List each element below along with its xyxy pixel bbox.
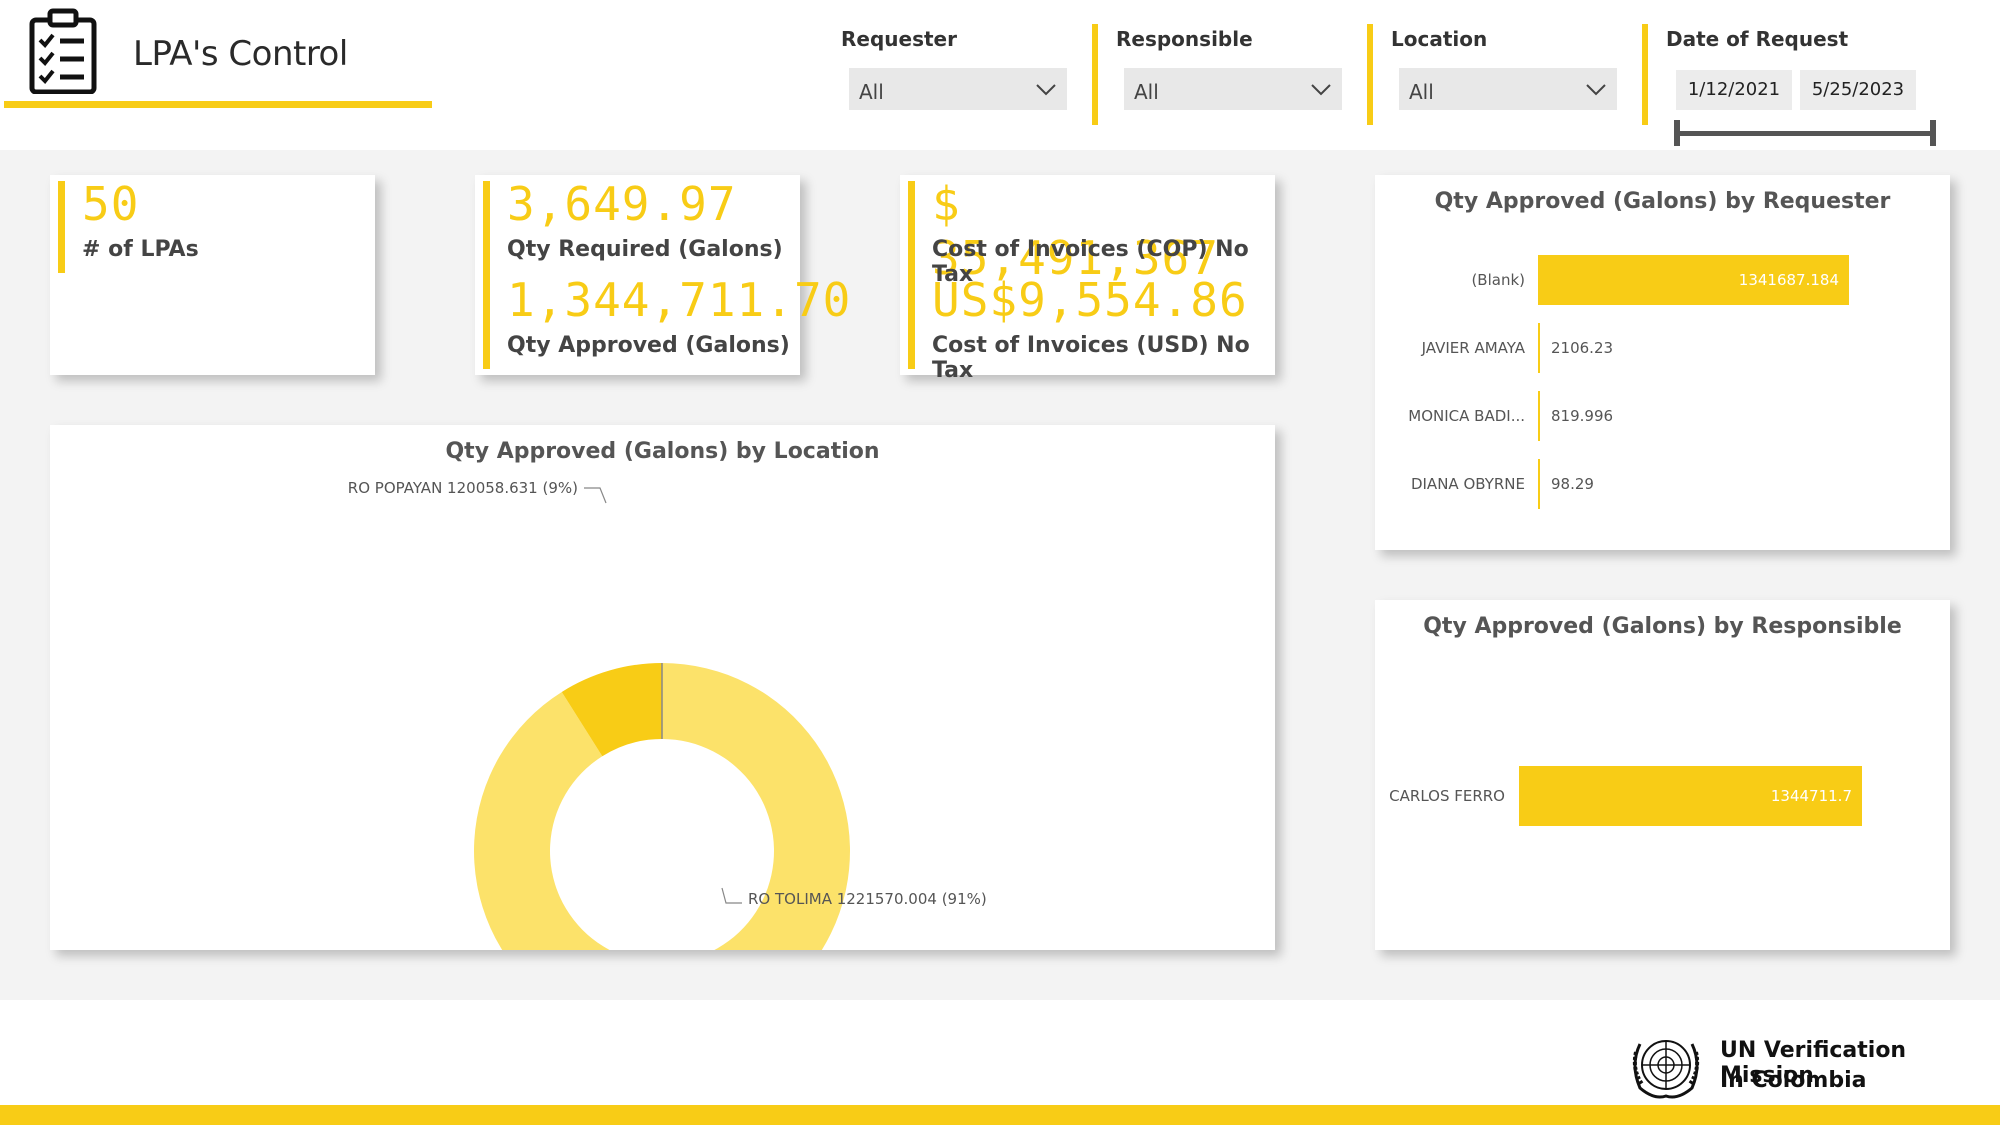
- responsible-dropdown[interactable]: All: [1124, 68, 1342, 110]
- requester-slicer-label: Requester: [841, 27, 957, 51]
- slicer-accent-bar: [1642, 24, 1648, 125]
- bar-value-label: 819.996: [1551, 407, 1613, 425]
- report-canvas: 50 # of LPAs 3,649.97 Qty Required (Galo…: [0, 150, 2000, 1000]
- kpi-cost-cop-label: Cost of Invoices (COP) No Tax: [932, 237, 1249, 287]
- location-dropdown[interactable]: All: [1399, 68, 1617, 110]
- kpi-accent-bar: [58, 181, 65, 273]
- kpi-lpas-value: 50: [82, 177, 140, 231]
- responsible-bar-chart[interactable]: CARLOS FERRO 1344711.7: [1375, 600, 1950, 950]
- responsible-chart-card: Qty Approved (Galons) by Responsible CAR…: [1375, 600, 1950, 950]
- donut-label-ro-popayan: RO POPAYAN 120058.631 (9%): [348, 479, 578, 497]
- kpi-lpas-label: # of LPAs: [82, 237, 199, 262]
- report-footer: UN Verification Mission In Colombia: [0, 1000, 2000, 1125]
- date-slicer-label: Date of Request: [1666, 27, 1849, 51]
- kpi-cost-usd-value: US$9,554.86: [932, 273, 1248, 327]
- location-chart-title: Qty Approved (Galons) by Location: [445, 439, 880, 464]
- date-end-input[interactable]: 5/25/2023: [1800, 70, 1916, 110]
- location-slicer-label: Location: [1391, 27, 1488, 51]
- bar-value-label: 1344711.7: [1771, 787, 1852, 805]
- bar-value-label: 2106.23: [1551, 339, 1613, 357]
- kpi-card-cost: $ 35,491,367 Cost of Invoices (COP) No T…: [900, 175, 1275, 383]
- date-range-start-handle[interactable]: [1674, 120, 1680, 146]
- bar-category-label: JAVIER AMAYA: [1421, 339, 1526, 357]
- bar-value-label: 98.29: [1551, 475, 1594, 493]
- kpi-qty-approved-label: Qty Approved (Galons): [507, 333, 790, 358]
- kpi-accent-bar: [483, 181, 490, 369]
- bar-category-label: (Blank): [1471, 271, 1525, 289]
- kpi-card-lpas: 50 # of LPAs: [50, 175, 375, 375]
- requester-dropdown[interactable]: All: [849, 68, 1067, 110]
- donut-label-leader: [584, 487, 607, 504]
- requester-chart-title: Qty Approved (Galons) by Requester: [1434, 189, 1891, 214]
- requester-bar-chart[interactable]: (Blank) 1341687.184 JAVIER AMAYA 2106.23 MON…: [1375, 175, 1950, 550]
- kpi-qty-required-value: 3,649.97: [507, 177, 737, 231]
- responsible-slicer-label: Responsible: [1116, 27, 1253, 51]
- requester-dropdown-value: All: [859, 80, 884, 104]
- kpi-card-qty: 3,649.97 Qty Required (Galons) 1,344,711…: [475, 175, 850, 375]
- requester-chart-card: Qty Approved (Galons) by Requester (Blan…: [1375, 175, 1950, 550]
- kpi-qty-approved-value: 1,344,711.70: [507, 273, 852, 327]
- chevron-down-icon: [1311, 84, 1331, 96]
- date-range-end-handle[interactable]: [1930, 120, 1936, 146]
- bar--blank-[interactable]: [1539, 255, 1849, 305]
- location-donut-chart[interactable]: RO TOLIMA 1221570.004 (91%) RO POPAYAN 12…: [50, 425, 1275, 950]
- kpi-qty-required-label: Qty Required (Galons): [507, 237, 783, 262]
- page-title: LPA's Control: [133, 34, 348, 74]
- clipboard-checklist-icon: [29, 8, 97, 94]
- kpi-accent-bar: [908, 181, 915, 369]
- responsible-dropdown-value: All: [1134, 80, 1159, 104]
- org-name-line1: UN Verification Mission: [1720, 1038, 1907, 1088]
- bar-carlos-ferro[interactable]: [1519, 766, 1862, 826]
- title-underline: [4, 101, 432, 108]
- donut-slice-ro-tolima[interactable]: [474, 663, 850, 950]
- kpi-cost-cop-value: $ 35,491,367: [932, 177, 1219, 285]
- report-header: LPA's Control Requester All Responsible …: [0, 0, 2000, 150]
- date-range-track: [1678, 131, 1934, 136]
- kpi-cost-usd-label: Cost of Invoices (USD) No Tax: [932, 333, 1250, 383]
- donut-label-ro-tolima: RO TOLIMA 1221570.004 (91%): [748, 890, 987, 908]
- org-name-line2: In Colombia: [1720, 1068, 1867, 1093]
- donut-slice-ro-popayan[interactable]: [561, 663, 662, 757]
- chevron-down-icon: [1586, 84, 1606, 96]
- bar-value-label: 1341687.184: [1739, 271, 1839, 289]
- footer-accent-bar: [0, 1105, 2000, 1125]
- bar-category-label: CARLOS FERRO: [1389, 787, 1505, 805]
- chevron-down-icon: [1036, 84, 1056, 96]
- slicer-accent-bar: [1367, 24, 1373, 125]
- bar-category-label: DIANA OBYRNE: [1411, 475, 1525, 493]
- date-start-input[interactable]: 1/12/2021: [1676, 70, 1792, 110]
- responsible-chart-title: Qty Approved (Galons) by Responsible: [1423, 614, 1902, 639]
- location-chart-card: Qty Approved (Galons) by Location RO TOL…: [50, 425, 1275, 950]
- bar-category-label: MONICA BADI...: [1408, 407, 1525, 425]
- location-dropdown-value: All: [1409, 80, 1434, 104]
- un-emblem-icon: [1632, 1040, 1700, 1099]
- slicer-accent-bar: [1092, 24, 1098, 125]
- donut-label-leader: [721, 887, 742, 904]
